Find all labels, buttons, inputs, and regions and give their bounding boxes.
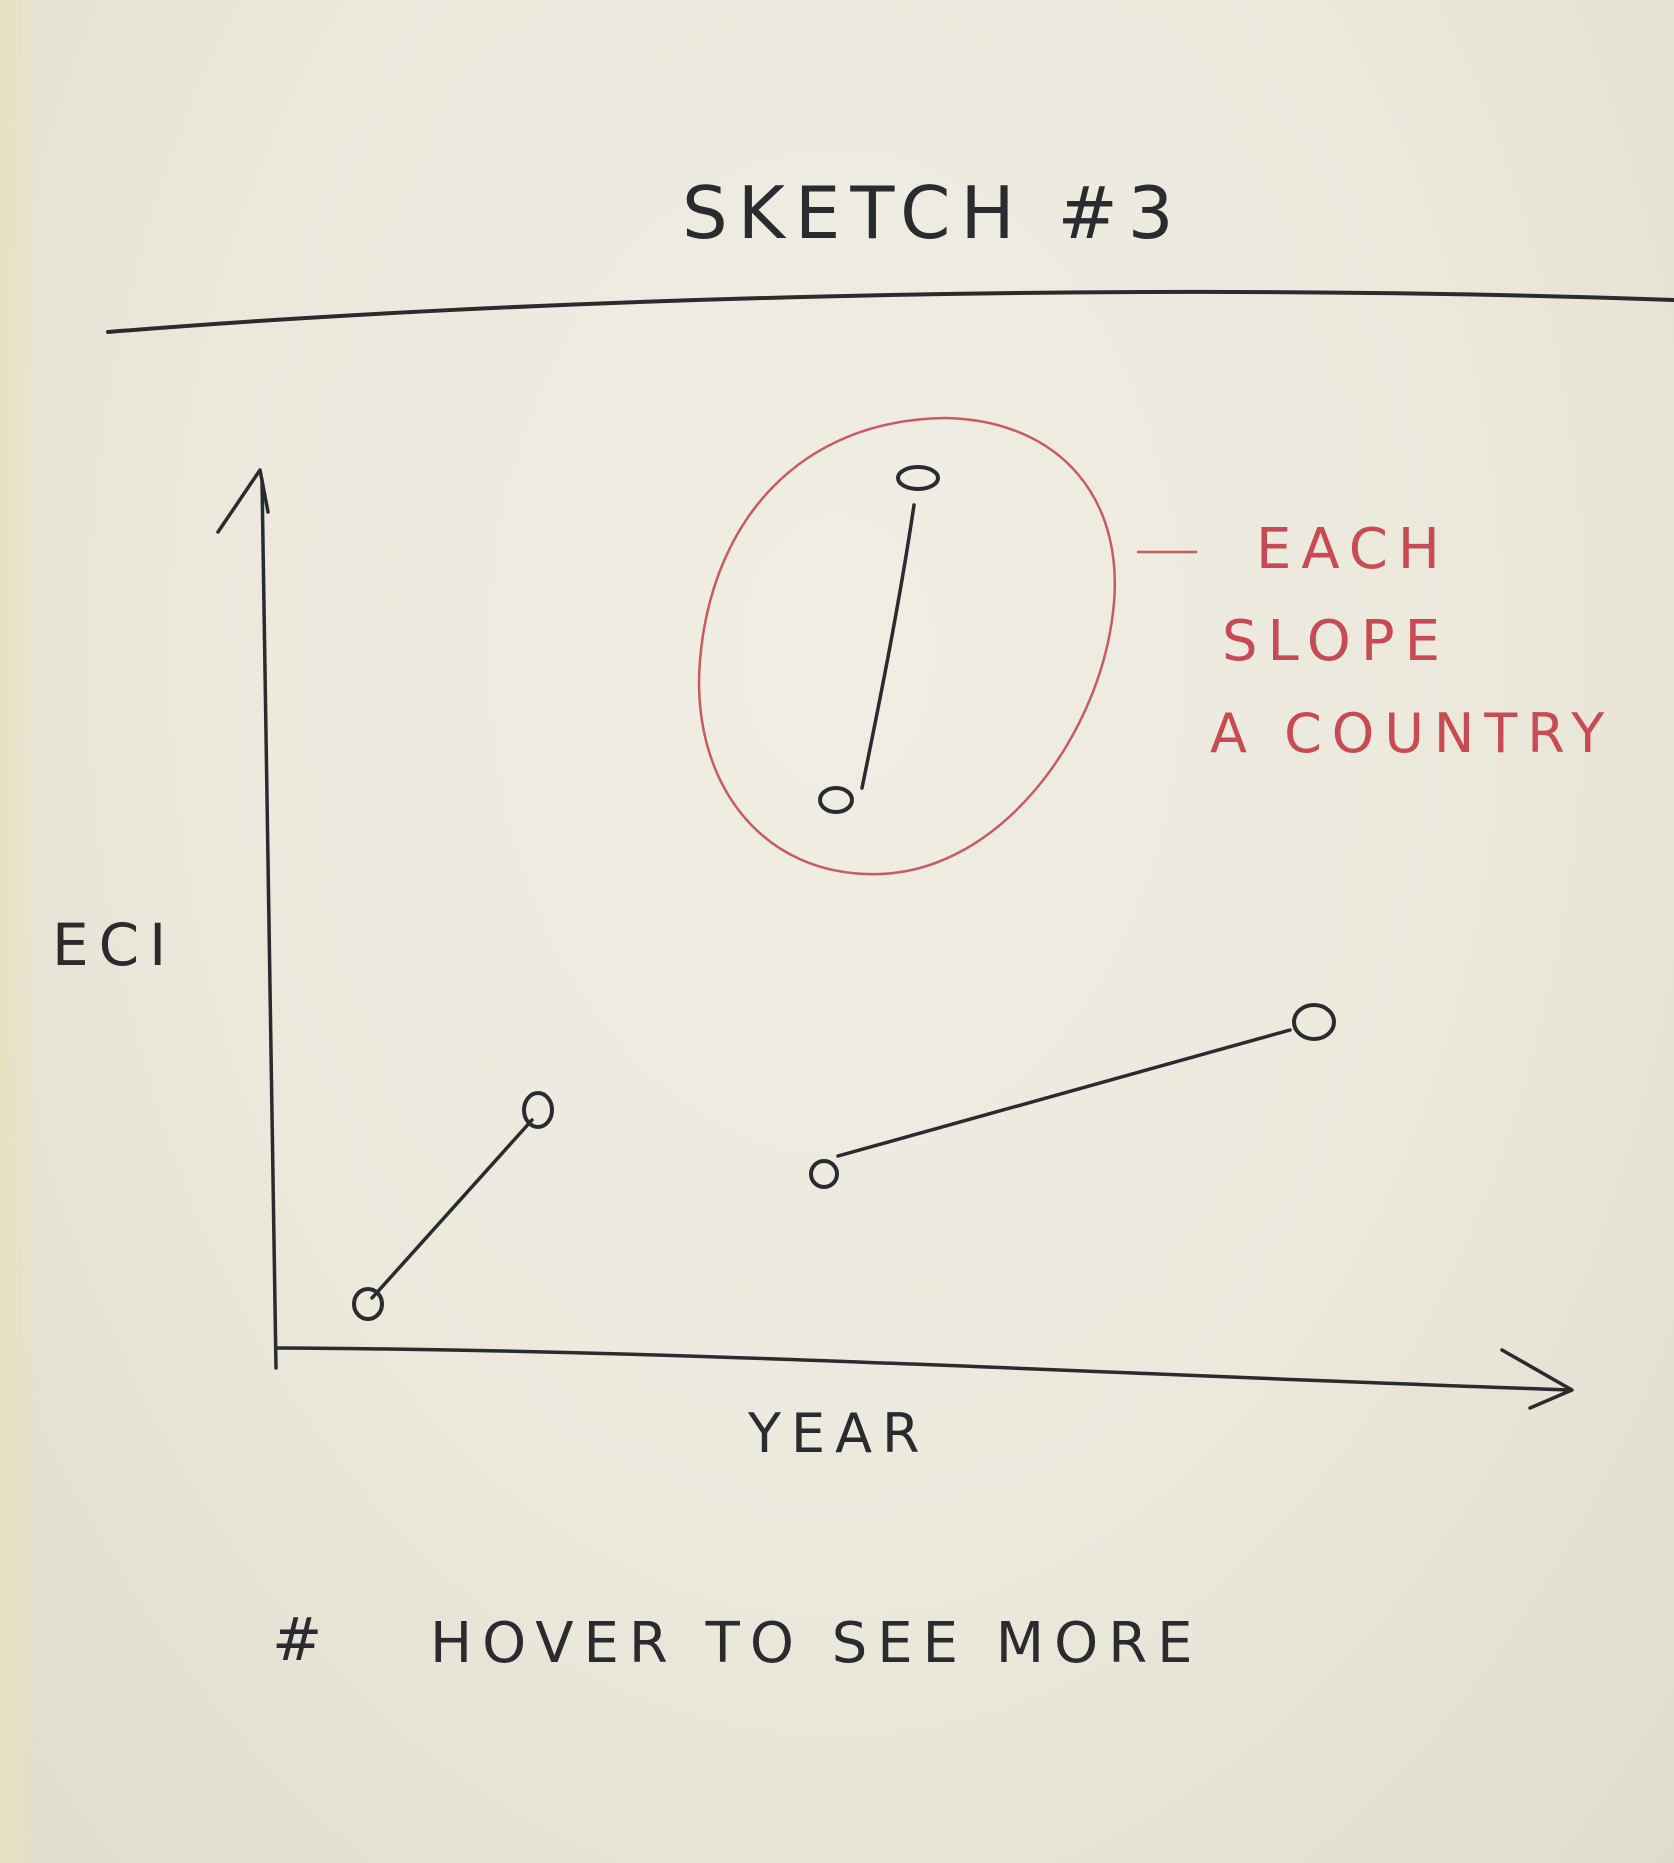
- footer-bullet: #: [272, 1605, 332, 1675]
- slope-point-end[interactable]: [1292, 1003, 1336, 1041]
- y-axis: [260, 478, 278, 1370]
- y-axis-arrow: [216, 468, 270, 534]
- slope-line-2[interactable]: [809, 1003, 1336, 1189]
- slope-point-start[interactable]: [352, 1287, 384, 1321]
- x-axis-arrow: [1500, 1348, 1574, 1410]
- annotation-line-1: EACH: [1256, 517, 1450, 582]
- x-axis-label: YEAR: [747, 1402, 930, 1465]
- paper-edge: [0, 0, 40, 1863]
- sketch-title: SKETCH #3: [682, 171, 1184, 255]
- slope-line-1[interactable]: [352, 1091, 554, 1321]
- slope-segment: [370, 1118, 534, 1300]
- title-divider: [106, 289, 1674, 334]
- slope-segment: [860, 503, 916, 790]
- slope-point-start[interactable]: [818, 786, 854, 814]
- annotation-text: EACH SLOPE A COUNTRY: [1210, 517, 1614, 765]
- slope-point-end[interactable]: [896, 465, 940, 491]
- y-axis-label: ECI: [52, 911, 176, 979]
- slope-segment: [836, 1028, 1292, 1158]
- slope-line-3[interactable]: [818, 465, 940, 814]
- highlight-circle: [697, 416, 1117, 876]
- slope-point-end[interactable]: [522, 1091, 554, 1129]
- annotation-line-2: SLOPE: [1222, 609, 1450, 674]
- annotation-line-3: A COUNTRY: [1210, 702, 1614, 765]
- x-axis: [276, 1346, 1572, 1392]
- footer-note[interactable]: HOVER TO SEE MORE: [430, 1611, 1203, 1676]
- slope-point-start[interactable]: [809, 1159, 839, 1189]
